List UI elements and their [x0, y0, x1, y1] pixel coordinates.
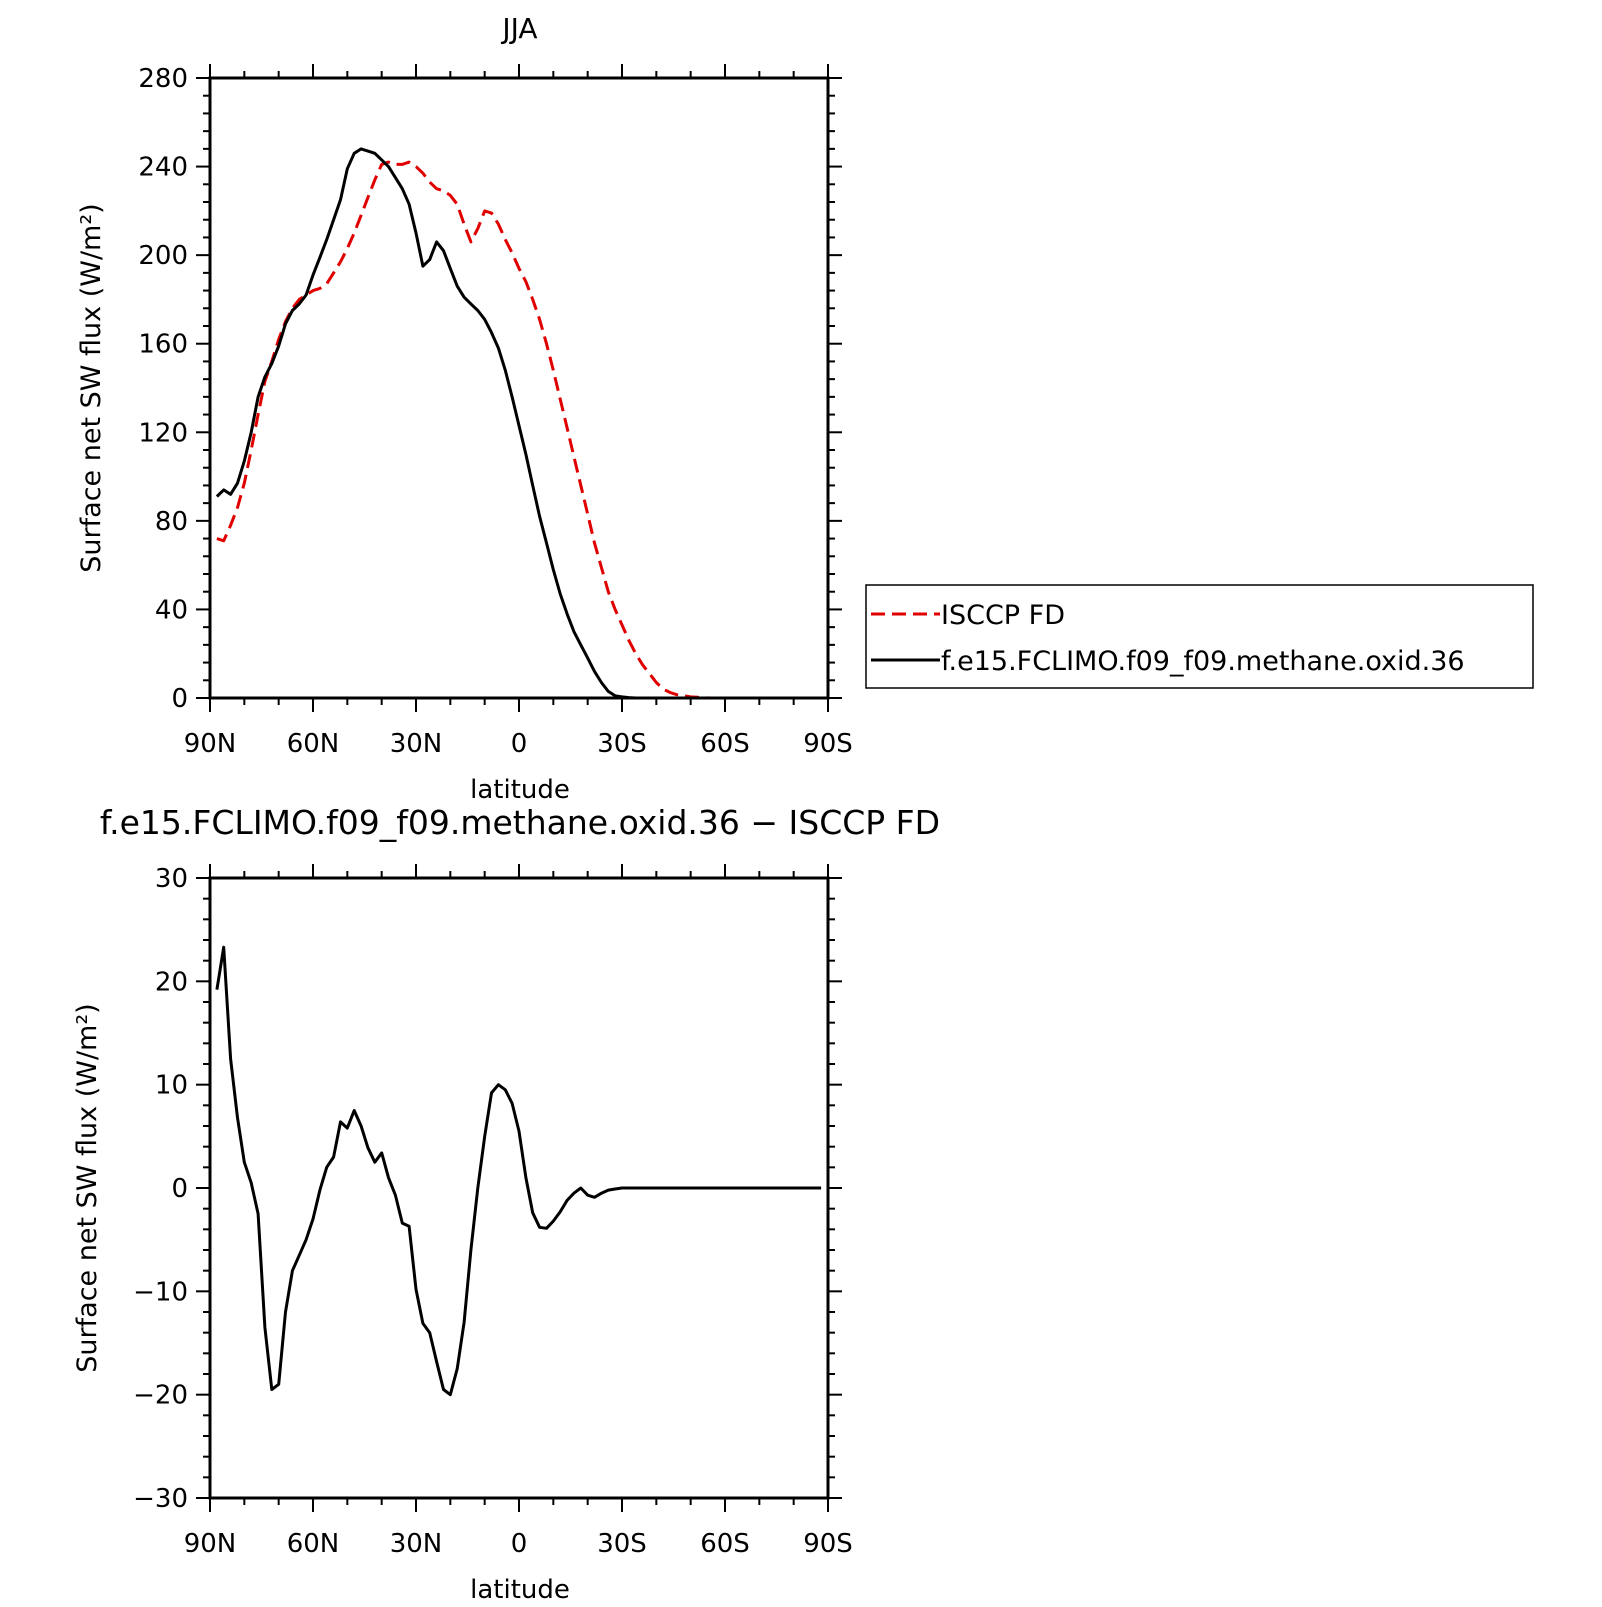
- x-tick-label: 60S: [700, 729, 750, 759]
- y-tick-label: 280: [138, 64, 188, 94]
- x-tick-label: 90S: [803, 1529, 853, 1559]
- top-chart-title: JJA: [500, 12, 537, 45]
- top-panel: JJA 90N 60N 30N 0 30S 60S 90S 0 40 80 120 160 200 240…: [76, 12, 853, 805]
- y-tick-label: 200: [138, 241, 188, 271]
- top-plot-frame: [208, 76, 830, 700]
- x-tick-label: 90N: [184, 1529, 237, 1559]
- y-tick-label: 20: [155, 967, 188, 997]
- y-tick-label: 10: [155, 1071, 188, 1101]
- difference-series-line: [215, 945, 822, 1397]
- top-plot-content: 90N 60N 30N 0 30S 60S 90S 0 40 80 120 160 200 240 280: [138, 64, 853, 759]
- x-tick-label: 30S: [597, 729, 647, 759]
- y-tick-label: −20: [133, 1381, 188, 1411]
- y-tick-label: 240: [138, 153, 188, 183]
- y-tick-label: 0: [171, 1174, 188, 1204]
- y-tick-label: −30: [133, 1484, 188, 1514]
- bottom-plot-frame: [208, 876, 830, 1500]
- x-tick-label: 60S: [700, 1529, 750, 1559]
- x-tick-label: 90S: [803, 729, 853, 759]
- top-x-axis-label: latitude: [470, 775, 570, 805]
- isccp-series-line: [216, 160, 822, 700]
- x-tick-label: 0: [511, 729, 528, 759]
- x-tick-label: 30S: [597, 1529, 647, 1559]
- y-tick-label: 40: [155, 595, 188, 625]
- x-tick-label: 30N: [390, 1529, 443, 1559]
- y-tick-label: −10: [133, 1277, 188, 1307]
- x-tick-label: 60N: [287, 729, 340, 759]
- bottom-y-axis-label: Surface net SW flux (W/m²): [72, 1003, 103, 1372]
- x-tick-label: 90N: [184, 729, 237, 759]
- legend-label-model: f.e15.FCLIMO.f09_f09.methane.oxid.36: [941, 646, 1465, 677]
- bottom-panel: f.e15.FCLIMO.f09_f09.methane.oxid.36 − I…: [72, 803, 940, 1605]
- y-tick-label: 30: [155, 864, 188, 894]
- legend: ISCCP FD f.e15.FCLIMO.f09_f09.methane.ox…: [865, 584, 1534, 689]
- x-tick-label: 0: [511, 1529, 528, 1559]
- x-tick-label: 30N: [390, 729, 443, 759]
- y-tick-label: 120: [138, 418, 188, 448]
- bottom-chart-title: f.e15.FCLIMO.f09_f09.methane.oxid.36 − I…: [100, 803, 940, 842]
- top-y-axis-label: Surface net SW flux (W/m²): [76, 203, 107, 572]
- x-tick-label: 60N: [287, 1529, 340, 1559]
- legend-label-isccp: ISCCP FD: [941, 600, 1065, 631]
- y-tick-label: 0: [171, 684, 188, 714]
- bottom-x-axis-label: latitude: [470, 1575, 570, 1602]
- bottom-plot-content: 90N 60N 30N 0 30S 60S 90S −30 −20 −10 0 10 20 30: [133, 864, 853, 1559]
- y-tick-label: 80: [155, 507, 188, 537]
- y-tick-label: 160: [138, 330, 188, 360]
- model-series-line: [215, 147, 822, 700]
- legend-box: [865, 584, 1534, 689]
